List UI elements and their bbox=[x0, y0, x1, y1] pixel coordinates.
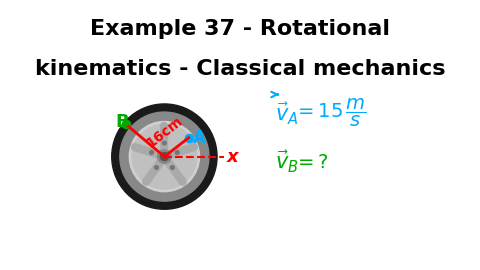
Text: 16cm: 16cm bbox=[143, 114, 185, 151]
Circle shape bbox=[170, 166, 174, 169]
Text: B: B bbox=[115, 113, 129, 131]
Text: x: x bbox=[227, 148, 238, 166]
Circle shape bbox=[163, 141, 166, 145]
Circle shape bbox=[160, 153, 168, 161]
Text: $= ?$: $= ?$ bbox=[294, 153, 329, 171]
Circle shape bbox=[157, 150, 171, 163]
Circle shape bbox=[120, 112, 209, 201]
Circle shape bbox=[129, 122, 200, 192]
Text: Example 37 - Rotational: Example 37 - Rotational bbox=[90, 19, 390, 39]
Text: A: A bbox=[193, 129, 205, 147]
Text: $\vec{v}_A$: $\vec{v}_A$ bbox=[275, 100, 299, 127]
Circle shape bbox=[132, 124, 197, 189]
Circle shape bbox=[150, 151, 154, 154]
Text: kinematics - Classical mechanics: kinematics - Classical mechanics bbox=[35, 59, 445, 79]
Text: $\vec{v}_B$: $\vec{v}_B$ bbox=[275, 149, 299, 175]
Circle shape bbox=[155, 166, 158, 169]
Text: $= 15\,\dfrac{m}{s}$: $= 15\,\dfrac{m}{s}$ bbox=[294, 97, 367, 129]
Circle shape bbox=[112, 104, 217, 209]
Circle shape bbox=[175, 151, 179, 154]
